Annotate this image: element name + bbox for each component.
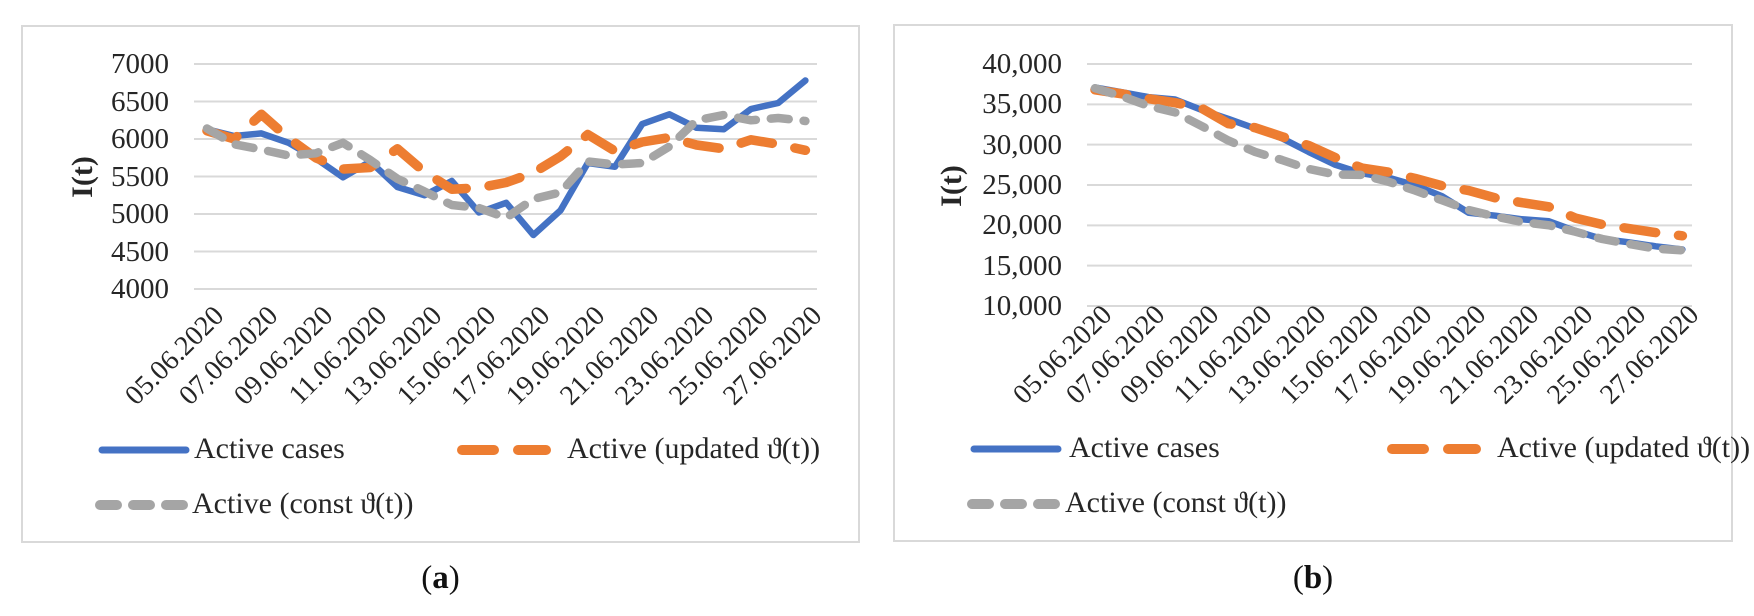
- subfigure-caption-a: (a): [21, 558, 860, 598]
- legend-swatch-solid-line: [98, 446, 190, 454]
- chart-panel-a: I(t) 7000 6500 6000 5500 5000 4500 4000 05.06.2…: [21, 25, 860, 543]
- y-tick-label: 10,000: [982, 290, 1062, 322]
- legend-swatch-dashed-line: [95, 500, 189, 510]
- y-tick-label: 6500: [111, 85, 169, 118]
- series-line-active-cases: [203, 77, 809, 239]
- plot-area: [1087, 63, 1692, 307]
- legend-swatch-dashed-line: [1387, 444, 1481, 454]
- legend-label: Active cases: [194, 432, 345, 465]
- series-line-active-const-t: [202, 110, 810, 223]
- caption-letter: a: [432, 560, 449, 596]
- y-tick-label: 4000: [111, 273, 169, 305]
- y-tick-label: 6000: [111, 123, 169, 155]
- legend-label: Active (updated ϑ(t)): [1497, 431, 1751, 464]
- caption-letter: b: [1303, 560, 1323, 596]
- y-tick-label: 5000: [111, 198, 169, 230]
- legend-label: Active (const ϑ(t)): [192, 487, 414, 520]
- y-tick-label: 30,000: [982, 128, 1062, 161]
- series-line-active-updated-t: [202, 109, 811, 195]
- y-tick-label: 15,000: [982, 249, 1062, 282]
- y-tick-label: 25,000: [982, 169, 1062, 201]
- legend-label: Active (updated ϑ(t)): [567, 432, 821, 465]
- plot-area: [194, 63, 817, 290]
- caption-paren: ): [1322, 560, 1334, 596]
- series-line-active-updated-t: [1090, 85, 1688, 241]
- chart-panel-b: I(t) 40,000 35,000 30,000 25,000 20,000 15,00…: [893, 24, 1750, 542]
- y-tick-label: 4500: [111, 235, 169, 268]
- legend-label: Active cases: [1069, 431, 1220, 464]
- y-tick-label: 5500: [111, 160, 169, 193]
- series-line-active-const-t: [1090, 83, 1687, 255]
- y-tick-label: 20,000: [982, 209, 1062, 242]
- y-tick-label: 35,000: [982, 88, 1062, 121]
- subfigure-caption-b: (b): [893, 558, 1733, 598]
- caption-paren: (: [421, 560, 433, 596]
- legend-swatch-dashed-line: [457, 445, 551, 455]
- y-tick-label: 7000: [111, 48, 169, 80]
- y-tick-label: 40,000: [982, 48, 1062, 80]
- caption-paren: ): [448, 560, 460, 596]
- caption-paren: (: [1292, 560, 1304, 596]
- legend-swatch-dashed-line: [967, 499, 1061, 509]
- legend-swatch-solid-line: [970, 445, 1062, 453]
- legend-label: Active (const ϑ(t)): [1065, 486, 1287, 519]
